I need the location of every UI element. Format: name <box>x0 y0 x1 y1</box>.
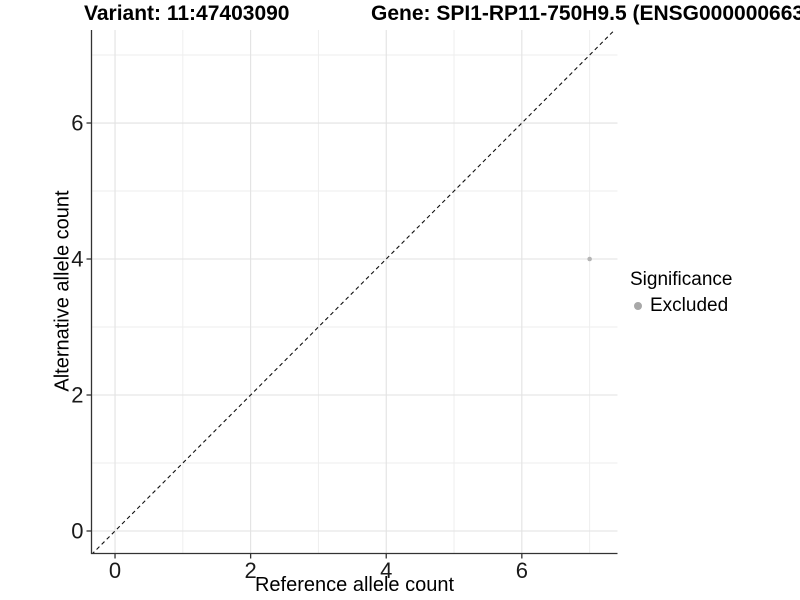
y-axis-title: Alternative allele count <box>51 190 74 392</box>
x-axis-title: Reference allele count <box>254 574 454 596</box>
data-points <box>587 256 592 262</box>
x-tick-labels: 0 2 4 6 <box>109 558 528 583</box>
svg-text:2: 2 <box>71 383 83 408</box>
legend-item-label: Excluded <box>650 295 729 316</box>
axis-ticks <box>86 122 523 559</box>
svg-text:4: 4 <box>71 247 83 272</box>
plot-title-variant: Variant: 11:47403090 <box>84 2 290 25</box>
svg-text:6: 6 <box>516 558 528 583</box>
svg-text:6: 6 <box>71 111 83 136</box>
data-point <box>587 256 592 262</box>
plot-title-gene: Gene: SPI1-RP11-750H9.5 (ENSG00000066336… <box>371 2 800 25</box>
svg-text:4: 4 <box>380 558 392 583</box>
legend-point-icon <box>634 302 642 310</box>
grid-major <box>91 30 618 554</box>
legend-title: Significance <box>630 269 733 290</box>
svg-text:0: 0 <box>71 518 83 543</box>
grid-minor <box>91 30 618 554</box>
legend-item-excluded: Excluded <box>630 295 732 317</box>
identity-line <box>91 30 616 554</box>
legend: Significance Excluded <box>630 269 732 317</box>
svg-text:0: 0 <box>109 558 121 583</box>
svg-text:2: 2 <box>245 558 257 583</box>
axis-lines <box>90 30 618 555</box>
y-tick-labels: 0 2 4 6 <box>71 111 83 544</box>
